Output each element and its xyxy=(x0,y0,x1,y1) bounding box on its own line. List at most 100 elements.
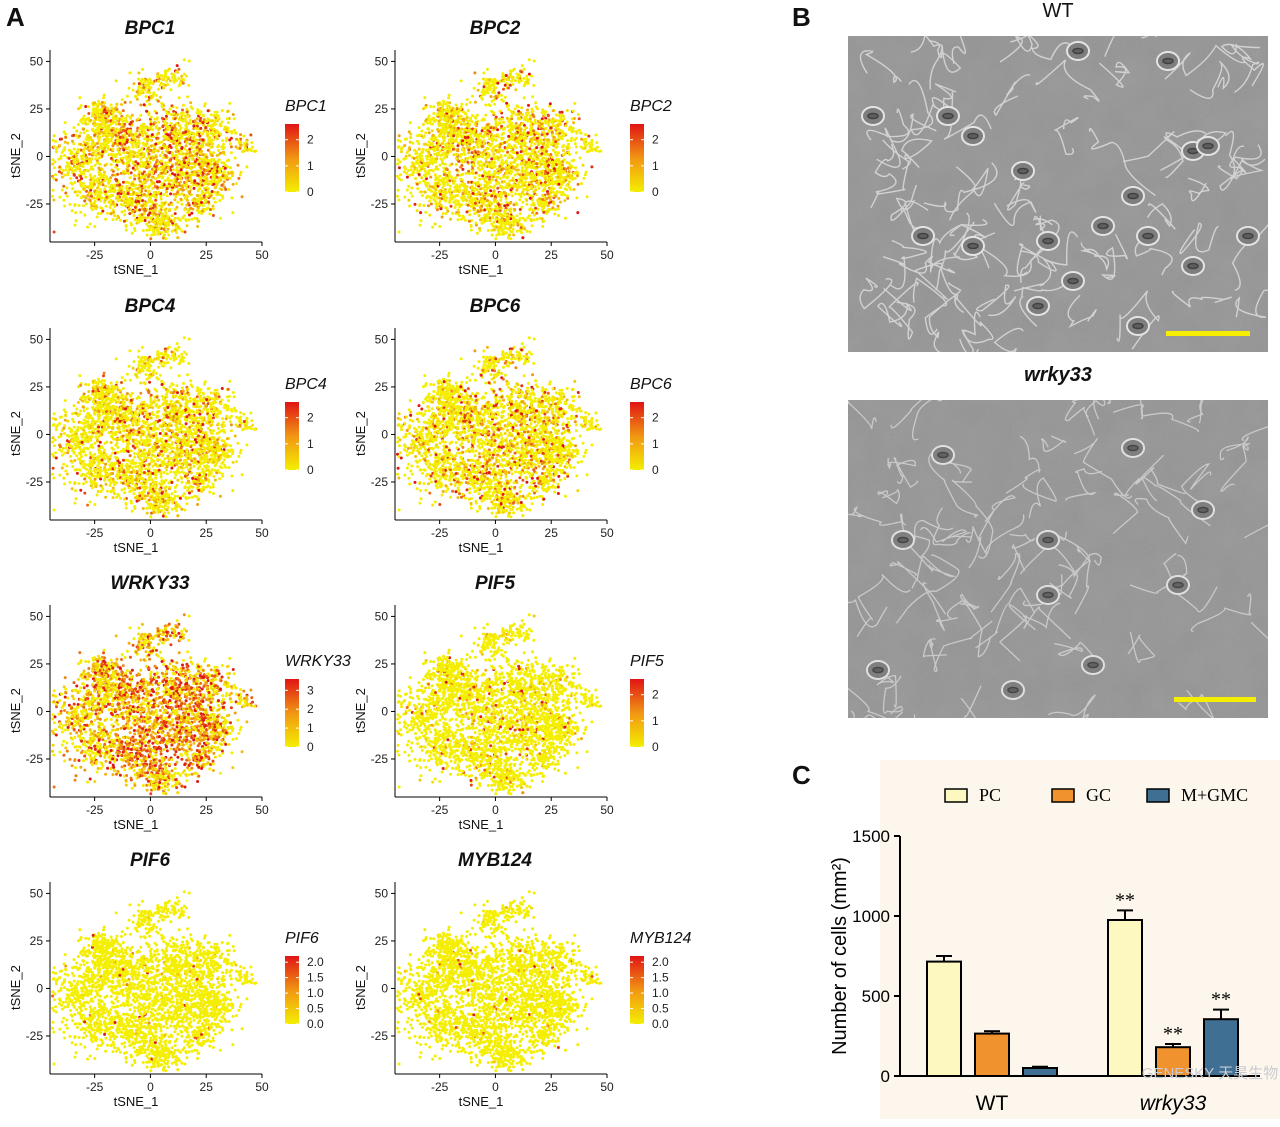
tsne-point xyxy=(53,145,56,148)
tsne-point xyxy=(155,156,158,159)
tsne-point xyxy=(444,177,447,180)
tsne-point xyxy=(230,196,233,199)
tsne-point xyxy=(165,115,168,118)
tsne-point xyxy=(518,220,521,223)
tsne-point xyxy=(128,198,131,201)
tsne-point xyxy=(161,176,164,179)
tsne-point xyxy=(182,104,185,107)
tsne-point xyxy=(162,144,165,147)
tsne-point xyxy=(421,194,424,197)
tsne-point xyxy=(110,169,113,172)
tsne-point xyxy=(492,138,495,141)
tsne-point xyxy=(64,121,67,124)
tsne-point xyxy=(543,113,546,116)
tsne-point xyxy=(239,147,242,150)
tsne-point xyxy=(427,204,430,207)
tsne-point xyxy=(154,192,157,195)
tsne-point xyxy=(239,173,242,176)
tsne-point xyxy=(96,178,99,181)
tsne-point xyxy=(85,169,88,172)
tsne-point xyxy=(129,157,132,160)
tsne-point xyxy=(185,121,188,124)
tsne-point xyxy=(432,112,435,115)
tsne-point xyxy=(73,126,76,129)
tsne-point xyxy=(505,214,508,217)
tsne-point xyxy=(211,179,214,182)
tsne-point xyxy=(189,119,192,122)
tsne-point xyxy=(245,165,248,168)
tsne-point xyxy=(427,153,430,156)
tsne-point xyxy=(527,131,530,134)
tsne-point xyxy=(480,200,483,203)
tsne-point xyxy=(433,184,436,187)
tsne-point xyxy=(423,204,426,207)
tsne-point xyxy=(122,193,125,196)
tsne-point xyxy=(84,105,87,108)
tsne-point xyxy=(63,146,66,149)
tsne-point xyxy=(125,141,128,144)
tsne-point xyxy=(173,220,176,223)
tsne-point xyxy=(528,147,531,150)
tsne-point xyxy=(165,80,168,83)
tsne-point xyxy=(544,166,547,169)
tsne-point xyxy=(479,206,482,209)
tsne-point xyxy=(525,168,528,171)
tsne-point xyxy=(420,219,423,222)
tsne-point xyxy=(73,181,76,184)
tsne-point xyxy=(516,184,519,187)
tsne-point xyxy=(523,144,526,147)
tsne-point xyxy=(424,131,427,134)
tsne-point xyxy=(443,184,446,187)
tsne-point xyxy=(226,117,229,120)
tsne-point xyxy=(534,185,537,188)
tsne-point xyxy=(504,219,507,222)
tsne-point xyxy=(75,134,78,137)
tsne-point xyxy=(185,141,188,144)
tsne-point xyxy=(471,185,474,188)
tsne-point xyxy=(187,190,190,193)
tsne-point xyxy=(506,176,509,179)
tsne-point xyxy=(190,212,193,215)
tsne-point xyxy=(122,109,125,112)
tsne-point xyxy=(468,123,471,126)
tsne-point xyxy=(161,105,164,108)
tsne-point xyxy=(459,153,462,156)
tsne-point xyxy=(209,146,212,149)
tsne-point xyxy=(201,138,204,141)
tsne-point xyxy=(165,76,168,79)
tsne-point xyxy=(573,188,576,191)
tsne-point xyxy=(508,165,511,168)
tsne-point xyxy=(503,141,506,144)
tsne-point xyxy=(456,153,459,156)
tsne-point xyxy=(88,184,91,187)
tsne-point xyxy=(154,177,157,180)
tsne-point xyxy=(237,164,240,167)
tsne-point xyxy=(168,144,171,147)
legend-tick-label: 1 xyxy=(307,159,314,173)
tsne-point xyxy=(225,139,228,142)
tsne-point xyxy=(538,179,541,182)
tsne-point xyxy=(503,127,506,130)
tsne-point xyxy=(218,171,221,174)
tsne-point xyxy=(98,173,101,176)
tsne-point xyxy=(63,205,66,208)
tsne-point xyxy=(525,203,528,206)
tsne-point xyxy=(400,179,403,182)
tsne-point xyxy=(152,233,155,236)
tsne-point xyxy=(169,132,172,135)
tsne-point xyxy=(187,166,190,169)
tsne-point xyxy=(96,126,99,129)
tsne-point xyxy=(119,219,122,222)
tsne-point xyxy=(177,68,180,71)
tsne-point xyxy=(476,114,479,117)
tsne-point xyxy=(471,204,474,207)
tsne-point xyxy=(196,194,199,197)
tsne-point xyxy=(84,176,87,179)
tsne-point xyxy=(441,216,444,219)
tsne-point xyxy=(503,204,506,207)
tsne-point xyxy=(151,82,154,85)
tsne-point xyxy=(233,129,236,132)
tsne-point xyxy=(141,68,144,71)
tsne-point xyxy=(167,148,170,151)
tsne-point xyxy=(110,122,113,125)
